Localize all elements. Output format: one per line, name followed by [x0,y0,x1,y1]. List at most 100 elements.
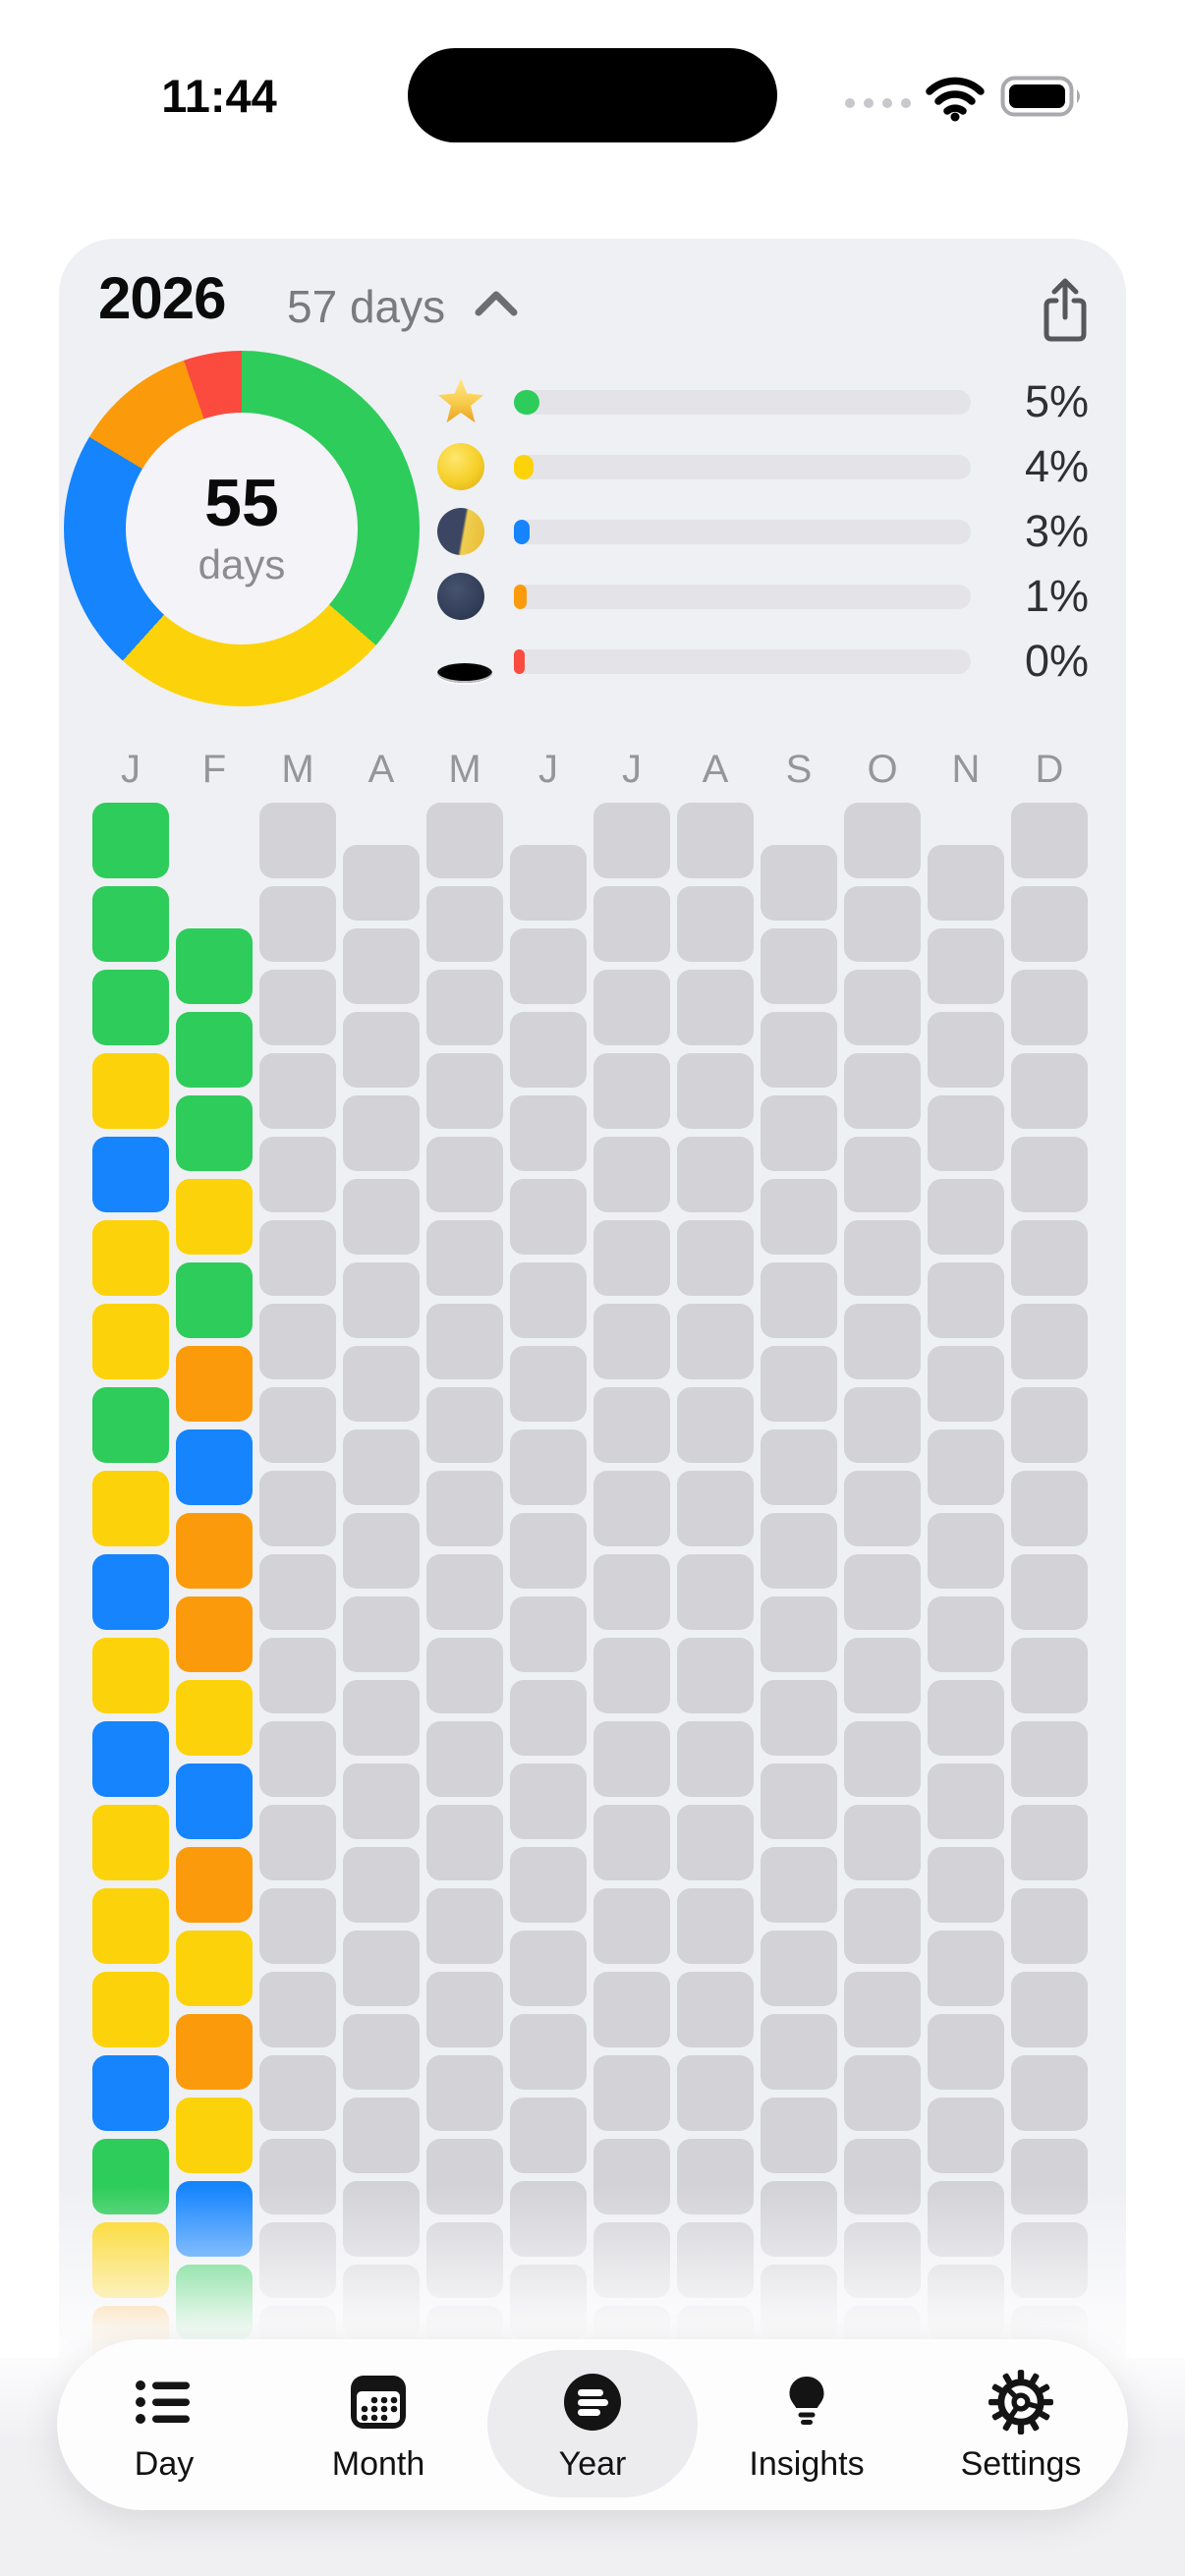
day-cell[interactable] [1011,1972,1088,2047]
day-cell[interactable] [677,803,754,878]
day-cell[interactable] [928,1512,1004,1589]
day-cell[interactable] [176,1345,253,1422]
chevron-up-icon[interactable] [472,286,521,321]
day-cell[interactable] [677,1888,754,1964]
day-cell[interactable] [1011,1053,1088,1129]
day-cell[interactable] [593,1304,670,1379]
day-cell[interactable] [761,844,837,921]
day-cell[interactable] [92,1053,169,1129]
day-cell[interactable] [761,927,837,1004]
day-cell[interactable] [343,1428,420,1505]
day-cell[interactable] [510,1596,587,1672]
day-cell[interactable] [510,2097,587,2173]
day-cell[interactable] [761,1596,837,1672]
day-cell[interactable] [593,1137,670,1212]
day-cell[interactable] [259,1304,336,1379]
day-cell[interactable] [92,1805,169,1880]
day-cell[interactable] [593,1721,670,1797]
day-cell[interactable] [761,2097,837,2173]
day-cell[interactable] [510,1930,587,2006]
day-cell[interactable] [844,1554,921,1630]
day-cell[interactable] [176,927,253,1004]
day-cell[interactable] [92,1387,169,1463]
day-cell[interactable] [1011,1805,1088,1880]
day-cell[interactable] [92,1220,169,1296]
day-cell[interactable] [259,803,336,878]
day-cell[interactable] [343,1512,420,1589]
day-cell[interactable] [761,1763,837,1839]
day-cell[interactable] [761,1679,837,1756]
day-cell[interactable] [761,1011,837,1088]
day-cell[interactable] [92,1554,169,1630]
day-cell[interactable] [928,2013,1004,2090]
day-cell[interactable] [844,2055,921,2131]
day-cell[interactable] [593,970,670,1045]
day-cell[interactable] [259,1888,336,1964]
day-cell[interactable] [92,886,169,962]
day-cell[interactable] [928,1428,1004,1505]
day-cell[interactable] [593,803,670,878]
day-cell[interactable] [176,1178,253,1255]
day-cell[interactable] [593,1972,670,2047]
day-cell[interactable] [677,2055,754,2131]
day-cell[interactable] [259,1220,336,1296]
day-cell[interactable] [593,1638,670,1713]
day-cell[interactable] [92,1137,169,1212]
tab-month[interactable]: Month [271,2339,485,2510]
day-cell[interactable] [844,886,921,962]
day-cell[interactable] [761,1094,837,1171]
day-cell[interactable] [593,1471,670,1546]
tab-settings[interactable]: Settings [914,2339,1128,2510]
day-cell[interactable] [677,1721,754,1797]
day-cell[interactable] [343,844,420,921]
day-cell[interactable] [844,1888,921,1964]
day-cell[interactable] [677,1304,754,1379]
day-cell[interactable] [343,2013,420,2090]
day-cell[interactable] [259,1805,336,1880]
day-cell[interactable] [343,1011,420,1088]
day-cell[interactable] [343,1178,420,1255]
day-cell[interactable] [92,1304,169,1379]
day-cell[interactable] [1011,1638,1088,1713]
day-cell[interactable] [1011,1220,1088,1296]
day-cell[interactable] [593,1053,670,1129]
day-cell[interactable] [176,2097,253,2173]
day-cell[interactable] [176,1094,253,1171]
day-cell[interactable] [677,1554,754,1630]
day-cell[interactable] [844,1304,921,1379]
day-cell[interactable] [1011,1471,1088,1546]
day-cell[interactable] [92,1638,169,1713]
day-cell[interactable] [1011,886,1088,962]
day-cell[interactable] [343,2097,420,2173]
day-cell[interactable] [928,1930,1004,2006]
day-cell[interactable] [510,1763,587,1839]
day-cell[interactable] [510,1512,587,1589]
day-cell[interactable] [426,1137,503,1212]
day-cell[interactable] [1011,2055,1088,2131]
day-cell[interactable] [510,1261,587,1338]
day-cell[interactable] [593,1888,670,1964]
day-cell[interactable] [176,2013,253,2090]
day-cell[interactable] [426,1888,503,1964]
day-cell[interactable] [343,1763,420,1839]
day-cell[interactable] [426,1721,503,1797]
day-cell[interactable] [677,1387,754,1463]
day-cell[interactable] [343,1345,420,1422]
day-cell[interactable] [426,1304,503,1379]
day-cell[interactable] [259,1638,336,1713]
day-cell[interactable] [92,1972,169,2047]
day-cell[interactable] [259,1137,336,1212]
day-cell[interactable] [844,1721,921,1797]
day-cell[interactable] [928,1763,1004,1839]
day-cell[interactable] [343,1261,420,1338]
day-cell[interactable] [928,1178,1004,1255]
day-cell[interactable] [928,1596,1004,1672]
day-cell[interactable] [844,970,921,1045]
day-cell[interactable] [426,1053,503,1129]
day-cell[interactable] [426,1554,503,1630]
day-cell[interactable] [677,1805,754,1880]
day-cell[interactable] [844,1220,921,1296]
day-cell[interactable] [1011,1304,1088,1379]
day-cell[interactable] [677,1053,754,1129]
day-cell[interactable] [1011,1888,1088,1964]
